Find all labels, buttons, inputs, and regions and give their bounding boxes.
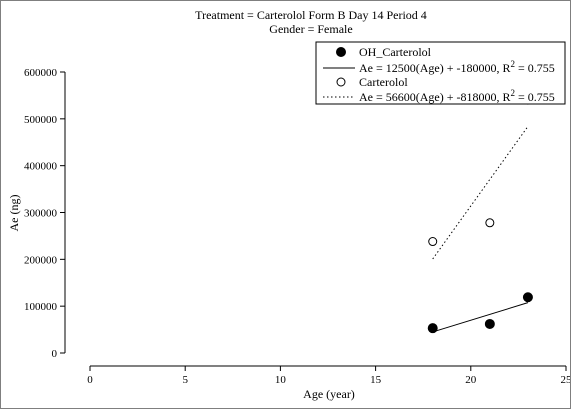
x-tick-label: 10 — [275, 374, 287, 386]
fit-line-oh-carterolol — [432, 302, 529, 333]
x-tick-label: 20 — [465, 374, 477, 386]
y-tick-label: 500000 — [24, 114, 58, 126]
legend-fit-carterolol: Ae = 56600(Age) + -818000, R2 = 0.755 — [359, 88, 555, 104]
fit-line-carterolol — [432, 126, 529, 260]
legend-fit-lhs: Ae — [359, 61, 373, 75]
y-tick-label: 100000 — [24, 301, 58, 313]
legend-box — [315, 41, 566, 105]
chart-title: Treatment = Carterolol Form B Day 14 Per… — [195, 8, 427, 36]
legend-fit-tail: = 0.755 — [515, 61, 555, 75]
x-axis-title: Age (year) — [303, 387, 355, 401]
legend-fit-exp: 2 — [511, 59, 516, 69]
legend-label-carterolol: Carterolol — [359, 75, 408, 89]
data-point-oh-carterolol — [522, 292, 533, 303]
axes: 0 100000 200000 300000 400000 500000 600000 0 5 1… — [24, 67, 571, 386]
legend-fit-rhs: = 12500(Age) + -180000, R — [373, 61, 511, 75]
x-tick-label: 5 — [182, 374, 188, 386]
data-point-oh-carterolol — [484, 318, 495, 329]
x-tick-label: 15 — [370, 374, 382, 386]
y-tick-label: 600000 — [24, 67, 58, 79]
y-axis-title: Ae (ng) — [7, 195, 21, 232]
legend-marker-oh-carterolol — [336, 47, 346, 57]
data-point-carterolol — [485, 218, 495, 228]
y-tick-label: 0 — [52, 348, 58, 360]
legend: OH_Carterolol Ae = 12500(Age) + -180000,… — [315, 41, 566, 105]
x-tick-label: 0 — [87, 374, 93, 386]
legend-label-oh-carterolol: OH_Carterolol — [359, 45, 432, 59]
title-line-1: Treatment = Carterolol Form B Day 14 Per… — [195, 8, 427, 22]
title-line-2: Gender = Female — [269, 22, 352, 36]
legend-fit-oh-carterolol: Ae = 12500(Age) + -180000, R2 = 0.755 — [359, 59, 555, 75]
data-point-carterolol — [428, 237, 438, 247]
y-tick-label: 400000 — [24, 161, 58, 173]
legend-marker-carterolol — [336, 77, 346, 87]
x-tick-label: 25 — [561, 374, 571, 386]
legend-fit-exp: 2 — [511, 88, 516, 98]
y-tick-label: 200000 — [24, 254, 58, 266]
data-points — [427, 95, 533, 334]
legend-fit-tail: = 0.755 — [515, 90, 555, 104]
legend-fit-rhs: = 56600(Age) + -818000, R — [373, 90, 511, 104]
y-tick-label: 300000 — [24, 208, 58, 220]
legend-fit-lhs: Ae — [359, 90, 373, 104]
fit-lines — [432, 126, 529, 333]
data-point-oh-carterolol — [427, 323, 438, 334]
